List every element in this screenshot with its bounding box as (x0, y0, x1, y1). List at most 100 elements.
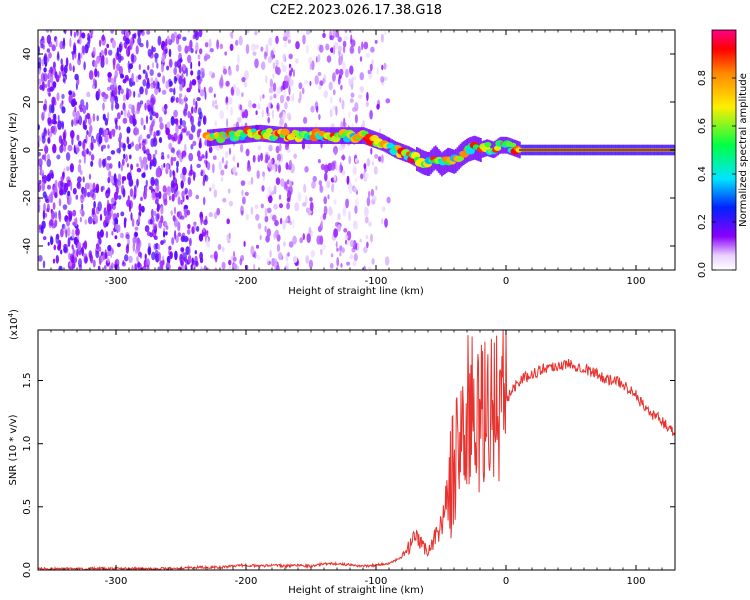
heatmap-cell (50, 236, 54, 246)
heatmap-cell (86, 191, 91, 198)
heatmap-cell (146, 99, 151, 106)
heatmap-cell (182, 174, 186, 183)
heatmap-cell (98, 158, 102, 168)
heatmap-cell (279, 143, 282, 152)
heatmap-cell (238, 35, 243, 46)
heatmap-cell (86, 148, 89, 155)
heatmap-cell (144, 186, 148, 194)
heatmap-cell (349, 254, 354, 260)
heatmap-cell (378, 128, 381, 135)
heatmap-cell (136, 256, 139, 263)
heatmap-cell (339, 251, 342, 257)
heatmap-cell (335, 68, 340, 75)
heatmap-cell (62, 39, 66, 50)
heatmap-cell (160, 215, 164, 224)
heatmap-cell (137, 215, 141, 223)
heatmap-cell (106, 43, 110, 49)
heatmap-cell (190, 61, 193, 70)
heatmap-cell (46, 159, 52, 167)
heatmap-cell (280, 85, 283, 92)
heatmap-cell (232, 166, 237, 174)
heatmap-cell (153, 210, 157, 216)
heatmap-cell (302, 233, 305, 241)
heatmap-cell (310, 105, 315, 113)
heatmap-cell (180, 235, 186, 243)
heatmap-cell (383, 31, 388, 36)
heatmap-cell (184, 208, 188, 218)
heatmap-cell (143, 125, 146, 130)
heatmap-cell (275, 160, 280, 165)
heatmap-cell (494, 145, 502, 151)
heatmap-cell (75, 217, 78, 227)
heatmap-cell (88, 151, 92, 156)
heatmap-cell (193, 223, 197, 232)
heatmap-cell (177, 140, 181, 145)
heatmap-cell (151, 191, 156, 201)
heatmap-cell (69, 65, 73, 72)
heatmap-cell (38, 56, 42, 67)
heatmap-cell (54, 219, 58, 228)
heatmap-cell (96, 55, 101, 64)
heatmap-cell (177, 221, 181, 232)
heatmap-cell (273, 165, 276, 175)
heatmap-cell (360, 173, 364, 180)
heatmap-cell (128, 103, 133, 110)
heatmap-cell (159, 122, 164, 130)
heatmap-cell (187, 110, 191, 119)
heatmap-cell (175, 235, 179, 244)
heatmap-cell (77, 39, 80, 44)
heatmap-cell (367, 69, 372, 75)
heatmap-cell (175, 124, 179, 135)
heatmap-cell (289, 220, 292, 226)
heatmap-cell (225, 160, 229, 166)
heatmap-cell (282, 111, 286, 121)
heatmap-cell (274, 220, 279, 227)
snr-ticks: -300 -200 -100 0 100 0.0 0.5 1.0 1.5 (22, 330, 676, 587)
heatmap-cell (145, 179, 148, 187)
heatmap-cell (330, 161, 336, 171)
heatmap-cell (152, 157, 157, 167)
heatmap-cell (52, 67, 56, 75)
heatmap-cell (340, 263, 343, 268)
heatmap-cell (142, 79, 147, 87)
heatmap-cell (160, 205, 164, 215)
heatmap-cell (109, 265, 113, 270)
heatmap-cell (225, 102, 229, 111)
heatmap-cell (157, 244, 161, 250)
heatmap-cell (169, 195, 172, 201)
heatmap-cell (183, 77, 186, 87)
heatmap-cell (93, 200, 96, 209)
heatmap-cell (363, 177, 368, 182)
colorbar-gradient (711, 29, 737, 271)
heatmap-cell (286, 262, 290, 270)
heatmap-cell (58, 265, 63, 270)
heatmap-cell (105, 129, 108, 135)
y-tick-label: -20 (22, 190, 33, 206)
heatmap-cell (158, 252, 162, 262)
heatmap-cell (177, 266, 182, 270)
heatmap-cell (74, 249, 77, 258)
heatmap-cell (295, 58, 299, 64)
heatmap-cell (289, 180, 292, 187)
heatmap-cell (113, 87, 118, 97)
heatmap-cell (317, 159, 321, 164)
heatmap-cell (46, 34, 52, 45)
heatmap-cell (214, 104, 219, 110)
heatmap-cell (381, 218, 384, 225)
heatmap-cell (172, 157, 177, 162)
heatmap-cell (342, 122, 347, 128)
heatmap-cell (354, 197, 359, 208)
heatmap-cell (176, 160, 179, 168)
heatmap-cell (305, 255, 310, 264)
heatmap-cell (170, 116, 175, 126)
heatmap-cell (197, 120, 201, 127)
heatmap-cell (354, 205, 358, 214)
heatmap-cell (302, 202, 307, 207)
heatmap-cell (119, 41, 123, 52)
heatmap-cell (93, 215, 97, 222)
heatmap-cell (253, 263, 256, 270)
heatmap-cell (179, 117, 183, 126)
heatmap-cell (239, 258, 243, 266)
heatmap-cell (138, 64, 141, 70)
heatmap-cell (82, 253, 88, 258)
